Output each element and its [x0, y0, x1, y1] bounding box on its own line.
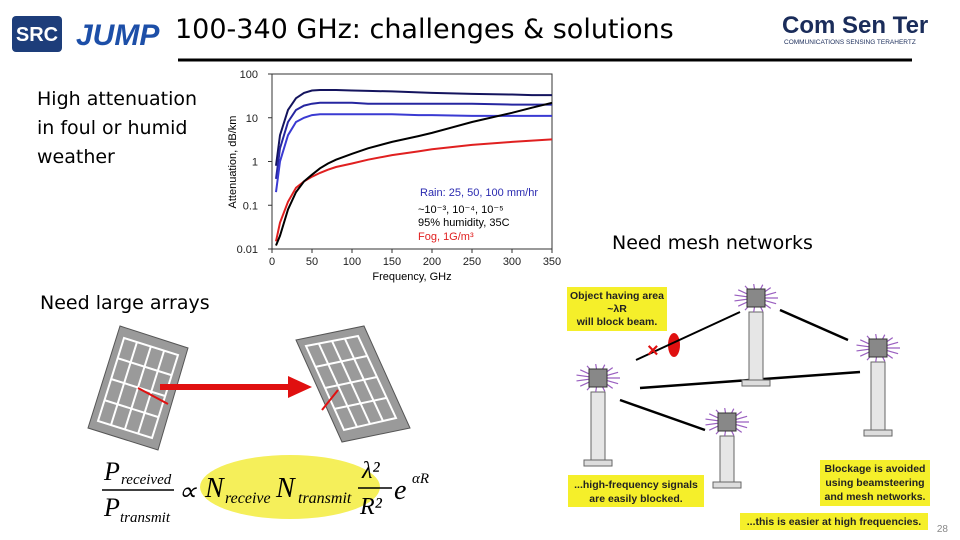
- y-axis-label: Attenuation, dB/km: [227, 116, 239, 209]
- caption: High attenuation: [37, 88, 197, 110]
- x-tick-label: 300: [503, 256, 521, 268]
- mesh-diagram: Object having area ~λR will block beam. …: [567, 283, 930, 530]
- array-grid: [96, 336, 180, 440]
- x-tick-label: 0: [269, 256, 275, 268]
- formula-text: transmit: [120, 510, 171, 526]
- tower-pole: [719, 435, 735, 485]
- beam-arrowhead: [288, 376, 312, 398]
- y-tick-label: 0.1: [243, 200, 258, 212]
- callout-text: ...this is easier at high frequencies.: [747, 516, 922, 528]
- callout-box: [567, 287, 667, 331]
- formula-text: receive: [225, 490, 271, 507]
- comsenter-tagline: COMMUNICATIONS SENSING TERAHERTZ: [784, 39, 916, 46]
- attenuation-chart: Attenuation, dB/km Frequency, GHz 0.01 0.…: [227, 69, 561, 283]
- link-blocked: [635, 311, 741, 361]
- callout-text: using beamsteering: [825, 477, 924, 489]
- tower-pole: [748, 311, 764, 383]
- series-line: [275, 89, 552, 166]
- callout-box: [740, 513, 928, 530]
- tower-base: [741, 379, 771, 387]
- caption: in foul or humid: [37, 117, 187, 139]
- y-tick-label: 100: [240, 69, 258, 81]
- caption: weather: [37, 146, 115, 168]
- x-tick-label: 250: [463, 256, 481, 268]
- formula-text: e: [394, 475, 406, 506]
- array-grid: [304, 334, 398, 432]
- tower-head: [746, 288, 766, 308]
- chart-annotation: ~10⁻³, 10⁻⁴, 10⁻⁵: [418, 204, 504, 216]
- tower-head: [717, 412, 737, 432]
- comsenter-logo: Com Sen Ter: [782, 12, 928, 39]
- jump-logo: JUMP: [76, 19, 160, 52]
- callout-text: are easily blocked.: [589, 493, 682, 505]
- formula-text: R²: [359, 494, 383, 520]
- y-tick-label: 1: [252, 157, 258, 169]
- series-line: [275, 101, 553, 246]
- tower-pole: [590, 391, 606, 463]
- chart-annotation: Rain: 25, 50, 100 mm/hr: [420, 187, 538, 199]
- x-tick-label: 200: [423, 256, 441, 268]
- formula-text: λ²: [361, 458, 380, 484]
- src-logo-box: [12, 16, 62, 52]
- callout-text: will block beam.: [576, 316, 658, 328]
- x-axis-label: Frequency, GHz: [372, 271, 451, 283]
- callout-box: [568, 475, 704, 507]
- tower-pole: [870, 361, 886, 433]
- callout-text: and mesh networks.: [825, 491, 926, 503]
- tower-base: [863, 429, 893, 437]
- formula-highlight: [200, 455, 380, 519]
- series-line: [275, 113, 552, 193]
- x-tick-label: 350: [543, 256, 561, 268]
- plot-frame: [271, 73, 553, 250]
- chart-annotation: 95% humidity, 35C: [418, 217, 510, 229]
- page-number: 28: [937, 524, 949, 535]
- array-panel: [295, 325, 411, 443]
- callout-text: ...high-frequency signals: [574, 479, 698, 491]
- tower-base: [712, 481, 742, 489]
- mesh-link: [779, 308, 849, 342]
- x-tick-label: 100: [343, 256, 361, 268]
- series-line: [275, 101, 552, 180]
- formula-text: P: [103, 457, 120, 486]
- block-mark: ×: [647, 340, 659, 362]
- callout-text: ~λR: [607, 303, 627, 315]
- src-logo: SRC: [16, 24, 58, 46]
- callout-box: [820, 460, 930, 506]
- formula-text: αR: [412, 471, 429, 487]
- array-diagram: [87, 325, 411, 451]
- caption: Need large arrays: [40, 292, 210, 314]
- formula-text: received: [121, 472, 172, 488]
- tower-head: [588, 368, 608, 388]
- slide-title: 100-340 GHz: challenges & solutions: [175, 14, 674, 45]
- series-line: [275, 138, 553, 242]
- formula-text: ∝: [178, 477, 197, 506]
- tower-head: [868, 338, 888, 358]
- normal-marker: [137, 387, 169, 405]
- x-tick-label: 50: [306, 256, 318, 268]
- x-tick-label: 150: [383, 256, 401, 268]
- formula-text: N: [204, 473, 225, 504]
- callout-text: Object having area: [570, 290, 664, 302]
- blocking-object: [668, 333, 680, 357]
- normal-marker: [321, 389, 339, 411]
- y-tick-label: 0.01: [237, 244, 258, 256]
- formula: P received P transmit ∝ N receive N tran…: [102, 455, 429, 526]
- formula-text: transmit: [298, 490, 352, 507]
- formula-text: N: [275, 473, 296, 504]
- callout-text: Blockage is avoided: [825, 463, 926, 475]
- tower-base: [583, 459, 613, 467]
- formula-text: P: [103, 493, 120, 522]
- caption: Need mesh networks: [612, 232, 813, 254]
- chart-annotation: Fog, 1G/m³: [418, 231, 474, 243]
- mesh-link: [619, 398, 706, 432]
- y-tick-label: 10: [246, 113, 258, 125]
